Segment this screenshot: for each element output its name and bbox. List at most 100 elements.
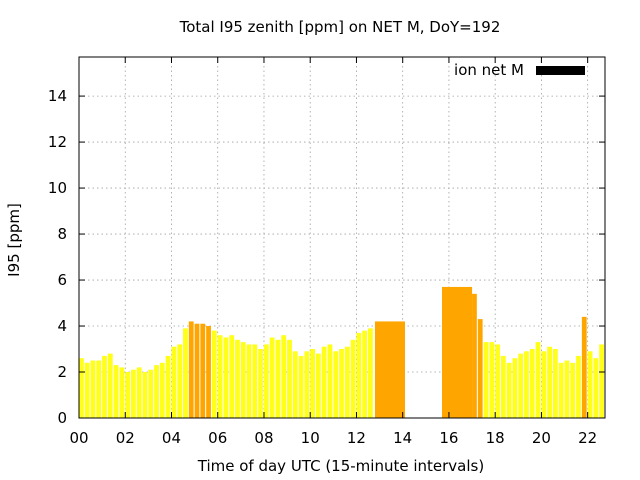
bar xyxy=(524,351,529,418)
bar xyxy=(275,339,281,418)
bar xyxy=(200,323,206,418)
bar xyxy=(246,344,252,418)
bar xyxy=(148,369,154,418)
bar xyxy=(529,349,535,418)
bar xyxy=(339,349,344,418)
x-tick-label: 16 xyxy=(439,429,458,447)
bar xyxy=(79,358,84,418)
y-tick-label: 14 xyxy=(48,87,67,105)
grid-lines xyxy=(79,57,605,418)
bar xyxy=(368,328,373,418)
legend-swatch xyxy=(536,66,585,75)
x-axis-label: Time of day UTC (15-minute intervals) xyxy=(197,457,484,475)
x-tick-label: 14 xyxy=(393,429,412,447)
x-axis-ticks: 00 02 04 06 08 10 12 14 16 18 20 22 xyxy=(69,57,597,447)
bar xyxy=(321,346,327,418)
chart-title: Total I95 zenith [ppm] on NET M, DoY=192 xyxy=(179,18,501,36)
bar xyxy=(518,353,524,418)
x-tick-label: 02 xyxy=(116,429,135,447)
bar xyxy=(298,355,304,418)
bar xyxy=(344,346,350,418)
x-tick-label: 10 xyxy=(301,429,320,447)
bar xyxy=(350,339,356,418)
bar xyxy=(593,358,599,418)
y-tick-label: 4 xyxy=(57,317,67,335)
bar xyxy=(576,355,581,418)
bar xyxy=(119,367,125,418)
y-tick-label: 6 xyxy=(57,271,67,289)
bar xyxy=(292,351,298,418)
y-tick-label: 2 xyxy=(57,363,67,381)
bar xyxy=(183,328,188,418)
bar xyxy=(263,344,269,418)
bar xyxy=(500,355,506,418)
bar xyxy=(374,321,406,418)
bar xyxy=(558,362,564,418)
bar xyxy=(287,339,292,418)
plot-border xyxy=(78,56,606,419)
bar xyxy=(327,344,333,418)
y-tick-label: 8 xyxy=(57,225,67,243)
x-tick-label: 06 xyxy=(208,429,227,447)
bar xyxy=(477,319,483,418)
bar xyxy=(188,321,194,418)
y-axis-label: I95 [ppm] xyxy=(5,203,23,277)
bar xyxy=(223,337,229,418)
bar xyxy=(483,342,489,418)
bar xyxy=(281,335,287,418)
bar xyxy=(581,316,587,418)
bar xyxy=(512,358,518,418)
bar xyxy=(240,342,246,418)
bar xyxy=(217,335,223,418)
bar xyxy=(96,360,102,418)
bar xyxy=(535,342,541,418)
bar xyxy=(506,362,512,418)
y-tick-label: 0 xyxy=(57,409,67,427)
x-tick-label: 04 xyxy=(162,429,181,447)
bar xyxy=(547,346,552,418)
x-tick-label: 22 xyxy=(578,429,597,447)
legend: ion net M xyxy=(454,61,585,79)
x-tick-label: 20 xyxy=(532,429,551,447)
bar xyxy=(599,344,604,418)
bar xyxy=(362,330,368,418)
x-tick-label: 12 xyxy=(347,429,366,447)
bars xyxy=(79,286,604,418)
bar xyxy=(252,344,258,418)
plot-frame xyxy=(78,56,606,419)
bar xyxy=(113,365,119,418)
bar xyxy=(142,372,148,418)
bar xyxy=(541,351,547,418)
bar xyxy=(194,323,200,418)
bar xyxy=(441,286,473,418)
bar xyxy=(136,367,142,418)
bar xyxy=(177,344,183,418)
bar xyxy=(269,337,275,418)
bar xyxy=(107,353,113,418)
bar xyxy=(472,293,477,418)
bar xyxy=(165,355,171,418)
bar xyxy=(258,349,263,418)
bar xyxy=(333,351,339,418)
y-axis-ticks: 0 2 4 6 8 10 12 14 xyxy=(48,87,605,427)
bar xyxy=(90,360,96,418)
bar xyxy=(154,365,159,418)
bar xyxy=(125,372,131,418)
bar xyxy=(84,362,90,418)
bar xyxy=(102,355,107,418)
bar xyxy=(315,353,321,418)
bar xyxy=(171,346,177,418)
bar xyxy=(356,332,362,418)
bar xyxy=(552,349,558,418)
bar xyxy=(206,326,211,418)
bar xyxy=(159,362,165,418)
x-tick-label: 18 xyxy=(486,429,505,447)
bar xyxy=(495,344,500,418)
bar xyxy=(211,330,217,418)
bar xyxy=(570,362,576,418)
x-tick-label: 00 xyxy=(69,429,88,447)
x-tick-label: 08 xyxy=(254,429,273,447)
y-tick-label: 10 xyxy=(48,179,67,197)
bar xyxy=(587,351,593,418)
